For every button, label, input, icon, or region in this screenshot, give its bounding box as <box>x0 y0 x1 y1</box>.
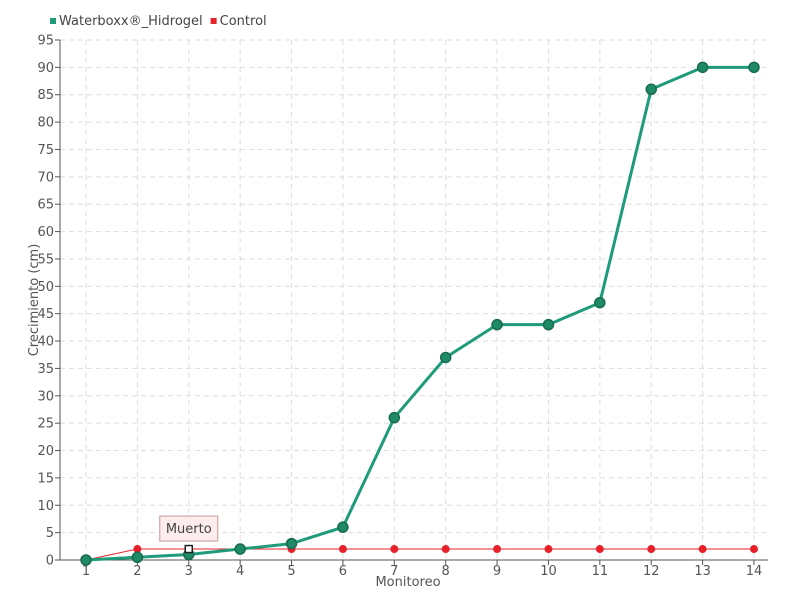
data-point-waterboxx[interactable] <box>337 521 349 533</box>
data-point-control[interactable] <box>338 545 347 554</box>
x-tick-label: 5 <box>287 564 295 579</box>
y-tick-label: 10 <box>37 499 54 514</box>
y-axis-title: Crecimiento (cm) <box>27 244 42 357</box>
legend-label-waterboxx[interactable]: Waterboxx®_Hidrogel <box>59 14 203 29</box>
data-point-waterboxx[interactable] <box>594 296 606 309</box>
data-point-waterboxx[interactable] <box>696 61 709 74</box>
x-tick-label: 12 <box>643 564 660 579</box>
series-line-waterboxx <box>85 65 754 562</box>
y-tick-label: 35 <box>37 362 54 377</box>
legend-swatch-control <box>210 18 217 24</box>
y-tick-label: 65 <box>37 198 54 213</box>
annotation-box <box>159 515 219 542</box>
y-tick-label: 85 <box>37 88 54 103</box>
annotations: Muerto <box>159 515 219 554</box>
data-point-control[interactable] <box>441 545 450 554</box>
data-point-control[interactable] <box>390 545 399 554</box>
series-group <box>80 61 760 566</box>
x-tick-label: 2 <box>133 564 141 579</box>
data-point-waterboxx[interactable] <box>491 318 503 331</box>
y-tick-label: 70 <box>37 170 54 185</box>
x-tick-label: 11 <box>592 564 609 579</box>
legend[interactable]: Waterboxx®_Hidrogel Control <box>50 14 267 29</box>
annotation-label: Muerto <box>166 522 212 537</box>
y-tick-label: 50 <box>37 280 54 295</box>
series-line-control <box>85 548 754 561</box>
data-point-waterboxx[interactable] <box>131 551 144 564</box>
data-point-waterboxx[interactable] <box>542 318 555 331</box>
annotation-marker[interactable] <box>184 544 194 554</box>
data-point-control[interactable] <box>493 545 502 554</box>
y-tick-label: 55 <box>37 252 54 267</box>
legend-swatch-waterboxx <box>50 18 56 24</box>
data-point-waterboxx[interactable] <box>748 61 760 74</box>
data-point-control[interactable] <box>544 545 553 554</box>
data-point-waterboxx[interactable] <box>234 543 246 555</box>
data-point-waterboxx[interactable] <box>388 411 401 424</box>
y-tick-label: 95 <box>37 34 54 49</box>
y-tick-label: 15 <box>37 471 54 486</box>
x-tick-label: 13 <box>694 564 711 579</box>
y-tick-label: 5 <box>46 526 54 541</box>
y-tick-label: 45 <box>37 307 54 322</box>
y-tick-label: 60 <box>37 225 54 240</box>
y-tick-label: 90 <box>37 61 54 76</box>
x-tick-label: 9 <box>493 564 501 579</box>
data-point-control[interactable] <box>750 545 758 554</box>
data-point-control[interactable] <box>133 545 142 554</box>
x-tick-label: 1 <box>82 564 90 579</box>
data-point-control[interactable] <box>647 545 656 554</box>
y-tick-label: 20 <box>37 444 54 459</box>
y-tick-label: 80 <box>37 116 54 131</box>
y-tick-label: 30 <box>37 389 54 404</box>
x-tick-label: 10 <box>540 564 557 579</box>
y-tick-label: 25 <box>37 417 54 432</box>
data-point-control[interactable] <box>595 545 604 554</box>
grid <box>60 39 768 560</box>
x-tick-label: 14 <box>746 564 763 579</box>
y-tick-label: 40 <box>37 335 54 350</box>
x-tick-label: 7 <box>390 564 398 579</box>
data-point-waterboxx[interactable] <box>80 554 92 566</box>
data-point-waterboxx[interactable] <box>645 83 657 96</box>
x-tick-label: 3 <box>185 564 193 579</box>
x-tick-label: 4 <box>236 564 244 579</box>
legend-label-control[interactable]: Control <box>220 14 267 29</box>
data-point-waterboxx[interactable] <box>439 351 452 364</box>
y-tick-label: 0 <box>46 554 54 569</box>
x-axis-title: Monitoreo <box>375 575 440 590</box>
data-point-control[interactable] <box>698 545 707 554</box>
x-tick-label: 6 <box>339 564 347 579</box>
data-point-waterboxx[interactable] <box>285 537 298 550</box>
x-tick-label: 8 <box>442 564 450 579</box>
y-tick-label: 75 <box>37 143 54 158</box>
